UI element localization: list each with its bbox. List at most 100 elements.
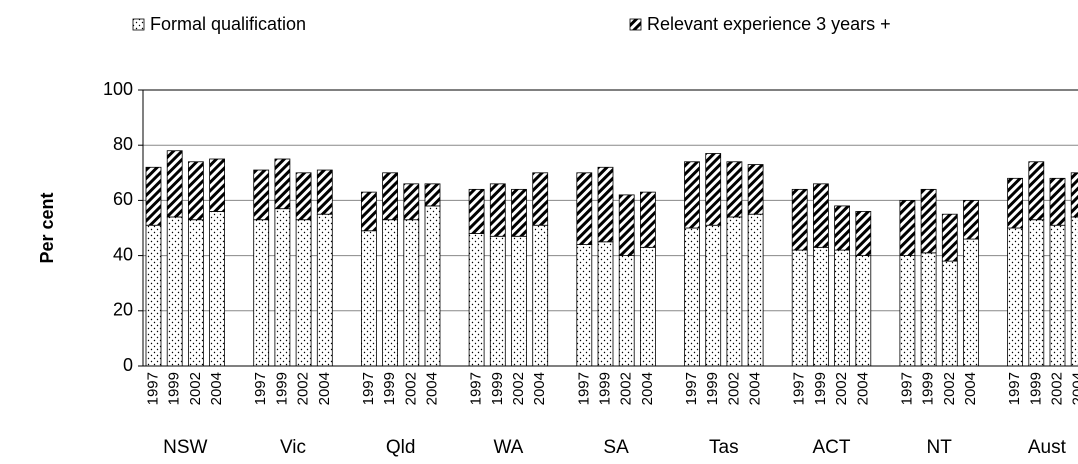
group-label: Tas bbox=[709, 437, 739, 458]
bar-segment bbox=[489, 235, 506, 367]
bar-segment bbox=[963, 199, 979, 240]
x-tick-label: 1999 bbox=[273, 372, 290, 405]
bar-segment bbox=[576, 244, 593, 367]
x-tick-label: 1999 bbox=[166, 372, 183, 405]
x-tick-label: 2004 bbox=[531, 372, 548, 405]
bar-segment bbox=[145, 224, 162, 367]
x-tick-label: 2004 bbox=[1070, 372, 1078, 405]
legend-label: Relevant experience 3 years + bbox=[647, 14, 891, 34]
group-label: NSW bbox=[163, 437, 207, 458]
x-tick-label: 1999 bbox=[1027, 372, 1044, 405]
x-tick-label: 1999 bbox=[812, 372, 829, 405]
x-tick-label: 2002 bbox=[295, 372, 312, 405]
bar-segment bbox=[640, 246, 656, 367]
y-tick-label: 60 bbox=[113, 189, 133, 209]
x-tick-label: 1997 bbox=[468, 372, 485, 405]
bar-segment bbox=[295, 219, 312, 367]
x-tick-label: 2004 bbox=[747, 372, 764, 405]
bar-segment bbox=[360, 191, 377, 232]
x-tick-label: 1999 bbox=[381, 372, 398, 405]
x-tick-label: 1997 bbox=[1006, 372, 1023, 405]
x-tick-label: 2004 bbox=[962, 372, 979, 405]
bar-segment bbox=[1028, 161, 1045, 221]
bar-segment bbox=[1007, 177, 1023, 229]
bar-segment bbox=[684, 161, 700, 229]
bar-segment bbox=[166, 216, 183, 367]
bar-segment bbox=[726, 161, 743, 218]
group-label: Aust bbox=[1028, 437, 1067, 458]
bar-segment bbox=[963, 238, 979, 367]
bar-segment bbox=[316, 213, 333, 367]
bar-segment bbox=[899, 199, 916, 256]
bar-segment bbox=[382, 172, 399, 221]
x-tick-label: 1997 bbox=[252, 372, 269, 405]
bar-segment bbox=[187, 219, 204, 367]
bar-segment bbox=[899, 255, 916, 367]
bar-segment bbox=[813, 246, 829, 367]
bar-segment bbox=[834, 205, 850, 251]
bar-segment bbox=[597, 166, 614, 243]
bar-segment bbox=[597, 241, 614, 367]
bar-segment bbox=[424, 183, 441, 207]
bar-segment bbox=[576, 172, 593, 245]
x-tick-label: 2004 bbox=[208, 372, 225, 405]
legend-swatch bbox=[132, 18, 145, 31]
bar-segment bbox=[1049, 224, 1066, 367]
bar-segment bbox=[1070, 172, 1078, 218]
bar-segment bbox=[920, 252, 937, 367]
x-tick-label: 2002 bbox=[941, 372, 958, 405]
bar-segment bbox=[468, 188, 485, 234]
x-tick-label: 2004 bbox=[316, 372, 333, 405]
x-tick-label: 1999 bbox=[920, 372, 937, 405]
y-tick-label: 40 bbox=[113, 244, 133, 264]
bar-segment bbox=[511, 235, 527, 367]
group-label: NT bbox=[927, 437, 953, 458]
bar-segment bbox=[209, 211, 226, 367]
bar-segment bbox=[705, 224, 722, 367]
bar-segment bbox=[855, 255, 872, 367]
bar-segment bbox=[705, 153, 722, 226]
x-tick-label: 2002 bbox=[725, 372, 742, 405]
bar-segment bbox=[145, 166, 162, 226]
x-tick-label: 1997 bbox=[575, 372, 592, 405]
bar-segment bbox=[791, 249, 808, 367]
bar-segment bbox=[403, 183, 420, 221]
bar-segment bbox=[834, 249, 850, 367]
bar-segment bbox=[1049, 177, 1066, 226]
bar-segment bbox=[618, 255, 635, 367]
legend-label: Formal qualification bbox=[150, 14, 306, 34]
x-tick-label: 1999 bbox=[489, 372, 506, 405]
x-tick-label: 1997 bbox=[791, 372, 808, 405]
bar-segment bbox=[424, 205, 441, 367]
x-tick-label: 1999 bbox=[704, 372, 721, 405]
y-tick-label: 0 bbox=[123, 355, 133, 375]
bar-segment bbox=[274, 158, 291, 210]
bar-segment bbox=[941, 213, 958, 262]
bar-segment bbox=[640, 191, 656, 248]
bar-segment bbox=[468, 233, 485, 367]
group-label: WA bbox=[493, 437, 523, 458]
x-tick-label: 2002 bbox=[1048, 372, 1065, 405]
group-label: Qld bbox=[386, 437, 416, 458]
bar-segment bbox=[274, 208, 291, 367]
x-tick-label: 1997 bbox=[898, 372, 915, 405]
x-tick-label: 2002 bbox=[833, 372, 850, 405]
x-tick-label: 1999 bbox=[596, 372, 613, 405]
bar-segment bbox=[1007, 227, 1023, 367]
x-tick-label: 1997 bbox=[360, 372, 377, 405]
bar-segment bbox=[403, 219, 420, 367]
bar-segment bbox=[1070, 216, 1078, 367]
x-tick-label: 1997 bbox=[683, 372, 700, 405]
bar-segment bbox=[382, 219, 399, 367]
bar-segment bbox=[532, 224, 549, 367]
bar-segment bbox=[684, 227, 700, 367]
y-tick-label: 20 bbox=[113, 300, 133, 320]
group-label: Vic bbox=[280, 437, 306, 458]
y-tick-label: 80 bbox=[113, 134, 133, 154]
x-tick-label: 2004 bbox=[423, 372, 440, 405]
bar-segment bbox=[253, 219, 270, 367]
bar-segment bbox=[941, 260, 958, 367]
bar-segment bbox=[791, 188, 808, 251]
bar-segment bbox=[187, 161, 204, 221]
